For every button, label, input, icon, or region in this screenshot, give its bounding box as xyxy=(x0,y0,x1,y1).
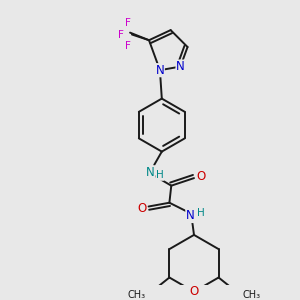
Text: N: N xyxy=(146,166,155,179)
Text: F: F xyxy=(125,41,131,51)
Text: N: N xyxy=(155,64,164,77)
Text: O: O xyxy=(196,170,205,183)
Text: CH₃: CH₃ xyxy=(128,290,146,300)
Text: O: O xyxy=(189,285,199,298)
Text: CH₃: CH₃ xyxy=(242,290,260,300)
Text: F: F xyxy=(125,18,131,28)
Text: N: N xyxy=(186,209,195,223)
Text: H: H xyxy=(156,170,164,180)
Text: H: H xyxy=(197,208,205,218)
Text: O: O xyxy=(137,202,147,215)
Text: N: N xyxy=(176,60,185,73)
Text: F: F xyxy=(118,29,124,40)
